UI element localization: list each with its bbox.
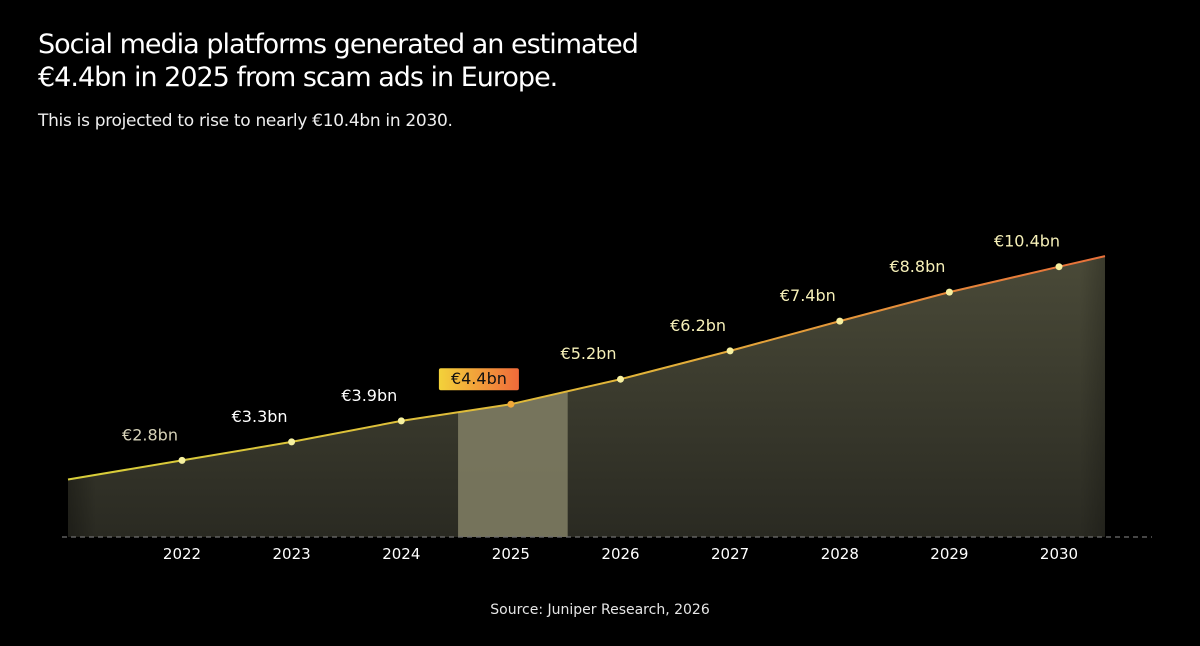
data-point bbox=[397, 417, 405, 425]
x-tick-label: 2022 bbox=[163, 545, 201, 563]
area-layer bbox=[68, 256, 1105, 537]
x-tick-label: 2029 bbox=[930, 545, 968, 563]
x-tick-label: 2028 bbox=[821, 545, 859, 563]
data-point bbox=[836, 317, 844, 325]
data-label: €8.8bn bbox=[889, 257, 945, 276]
x-tick-label: 2026 bbox=[601, 545, 639, 563]
chart-title: Social media platforms generated an esti… bbox=[38, 28, 658, 94]
data-label: €4.4bn bbox=[451, 369, 507, 388]
x-axis: 2022 2023 2024 2025 2026 2027 2028 2029 2030 bbox=[62, 536, 1152, 563]
data-label: €2.8bn bbox=[122, 425, 178, 444]
line-layer bbox=[67, 255, 1106, 481]
chart-title-line-2: €4.4bn in 2025 from scam ads in Europe. bbox=[38, 62, 558, 93]
data-point bbox=[945, 288, 953, 296]
data-point bbox=[1055, 263, 1063, 271]
data-label: €3.3bn bbox=[232, 407, 288, 426]
data-labels: €2.8bn €3.3bn €3.9bn €4.4bn €5.2bn €6.2bn €7.4… bbox=[122, 232, 1060, 445]
data-label: €7.4bn bbox=[780, 286, 836, 305]
x-tick-label: 2024 bbox=[382, 545, 420, 563]
data-point bbox=[617, 375, 624, 383]
x-tick-label: 2030 bbox=[1040, 545, 1078, 563]
highlight-band-2025 bbox=[458, 391, 568, 537]
area-fill bbox=[68, 256, 1105, 537]
data-point bbox=[726, 347, 734, 355]
highlight-badge bbox=[438, 368, 519, 391]
x-tick-label: 2025 bbox=[492, 545, 530, 563]
data-label: €10.4bn bbox=[994, 232, 1060, 251]
x-tick-label: 2027 bbox=[711, 545, 749, 563]
chart-title-line-1: Social media platforms generated an esti… bbox=[38, 29, 639, 60]
source-note: Source: Juniper Research, 2026 bbox=[490, 602, 710, 618]
data-label: €6.2bn bbox=[670, 316, 726, 335]
data-label: €5.2bn bbox=[561, 344, 617, 363]
data-point bbox=[507, 400, 515, 408]
data-label: €3.9bn bbox=[341, 386, 397, 405]
data-point bbox=[288, 438, 296, 446]
data-point bbox=[178, 456, 186, 464]
chart-subtitle: This is projected to rise to nearly €10.… bbox=[38, 111, 453, 131]
x-tick-label: 2023 bbox=[273, 545, 311, 563]
